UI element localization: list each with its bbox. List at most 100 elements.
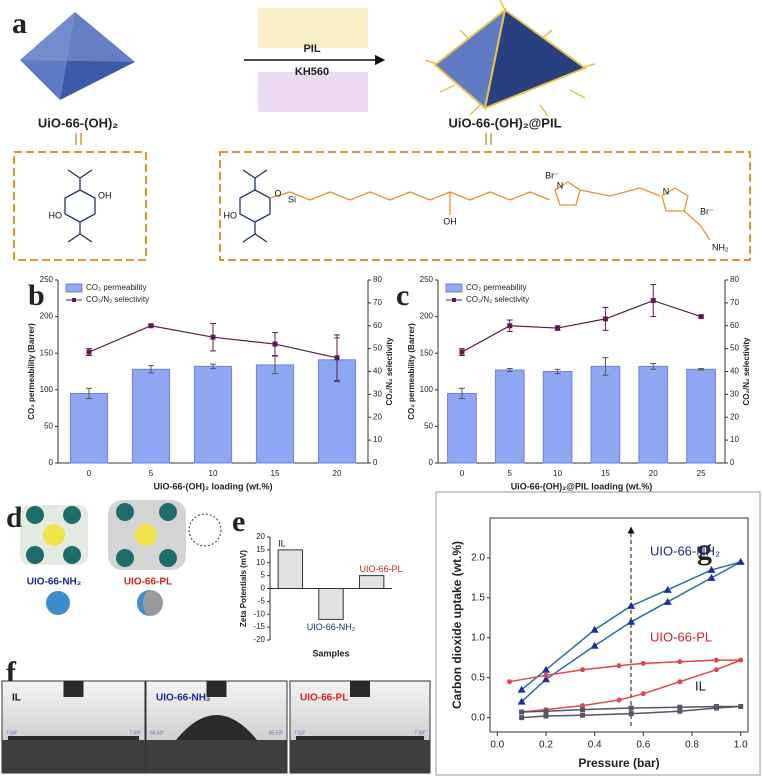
atom-label: Br⁻ <box>700 206 714 216</box>
y-tick-label: 0 <box>49 458 54 467</box>
marker <box>640 660 646 666</box>
marker <box>627 601 636 609</box>
marker <box>713 667 719 673</box>
reagent-box <box>258 8 368 48</box>
atom-label: Si <box>288 194 296 204</box>
y2-tick-label: 0 <box>730 458 735 467</box>
y2-tick-label: 70 <box>373 298 382 307</box>
marker <box>579 703 585 709</box>
x-tick-label: 0.6 <box>636 740 650 751</box>
y-tick-label: 0 <box>429 458 434 467</box>
bar <box>255 364 295 464</box>
marker <box>519 709 525 715</box>
needle <box>206 681 227 697</box>
panel-d: d UIO-66-NH₂ UIO-66-PL <box>6 500 222 616</box>
series-label: UIO-66-PL <box>650 629 712 644</box>
y-tick-label: -15 <box>253 622 265 631</box>
structure-box <box>219 151 751 261</box>
sphere-core <box>137 590 150 616</box>
y-tick-label: 20 <box>256 532 265 541</box>
y-tick-label: 200 <box>420 312 434 321</box>
y-axis-label: CO₂ permeability (Barrer) <box>407 323 416 420</box>
y-tick-label: 100 <box>40 385 54 394</box>
marker <box>334 355 340 361</box>
legend-label: CO₂/N₂ selectivity <box>86 295 149 304</box>
panel-f: f IL 7.59° 7.69° UIO-66-NH₂ 66.53° 66.53° UIO-… <box>1 656 431 774</box>
x-tick-label: 15 <box>601 469 610 478</box>
zoom-circle <box>188 513 222 547</box>
reagent: PIL <box>303 43 320 55</box>
y-tick-label: 150 <box>40 348 54 357</box>
x-tick-label: 0.2 <box>539 740 553 751</box>
marker <box>677 659 683 665</box>
marker <box>506 679 512 685</box>
category-label: UIO-66-NH₂ <box>307 622 356 632</box>
substrate <box>146 740 287 773</box>
contact-angle: 7.59° <box>414 730 426 736</box>
marker <box>627 617 636 625</box>
y2-tick-label: 60 <box>373 321 382 330</box>
y2-tick-label: 70 <box>730 298 739 307</box>
x-tick-label: 10 <box>209 469 218 478</box>
y-tick-label: -5 <box>258 596 266 605</box>
y-tick-label: 0 <box>261 584 266 593</box>
line <box>461 299 702 353</box>
material-name: UIO-66-PL <box>124 577 172 588</box>
marker <box>677 708 683 714</box>
bar <box>358 575 385 589</box>
y-tick-label: 50 <box>44 422 53 431</box>
marker <box>590 641 599 649</box>
series-label: UIO-66-NH₂ <box>650 543 720 558</box>
x-axis-label: UiO-66-(OH)₂ loading (wt.%) <box>154 481 273 491</box>
y-tick-label: 1.0 <box>471 632 485 643</box>
marker <box>459 349 465 355</box>
y-tick-label: 100 <box>420 385 434 394</box>
y-tick-label: 10 <box>256 558 265 567</box>
reagent: KH560 <box>295 66 329 78</box>
y-tick-label: -10 <box>253 609 265 618</box>
y2-tick-label: 40 <box>373 367 382 376</box>
atom-label: N <box>663 186 670 196</box>
structure-box <box>13 151 147 261</box>
marker <box>590 625 599 633</box>
marker <box>698 314 704 320</box>
marker <box>579 712 585 718</box>
bar <box>686 368 716 464</box>
marker <box>86 349 92 355</box>
atom-label: O <box>274 188 281 198</box>
material-name: UIO-66-NH₂ <box>27 577 81 588</box>
marker <box>677 704 683 710</box>
x-axis-label: Pressure (bar) <box>578 756 659 770</box>
y-axis-label: CO₂ permeability (Barrer) <box>27 323 36 420</box>
y-tick-label: 0.5 <box>471 672 485 683</box>
panel-label: a <box>12 7 27 40</box>
bar <box>542 371 573 464</box>
marker <box>663 597 672 605</box>
structure-chain <box>269 181 711 241</box>
y2-tick-label: 30 <box>373 389 382 398</box>
y-tick-label: 200 <box>40 312 54 321</box>
y2-axis-label: CO₂/N₂ selectivity <box>742 337 751 406</box>
marker <box>640 691 646 697</box>
material-name: UiO-66-(OH)₂ <box>38 115 118 130</box>
legend-label: CO₂/N₂ selectivity <box>466 295 529 304</box>
y-axis-label: Carbon dioxide uptake (wt.%) <box>450 541 464 709</box>
marker <box>507 323 513 329</box>
panel-label: f <box>6 656 17 689</box>
atom-label: OH <box>98 190 112 200</box>
x-tick-label: 0 <box>460 469 465 478</box>
marker <box>579 667 585 673</box>
sample-name: IL <box>12 693 21 704</box>
marker <box>517 697 526 705</box>
panel-border <box>435 491 761 776</box>
atom-label: N <box>557 180 564 190</box>
y2-axis-label: CO₂/N₂ selectivity <box>385 337 394 406</box>
y2-tick-label: 20 <box>730 412 739 421</box>
y2-tick-label: 50 <box>730 344 739 353</box>
marker <box>713 703 719 709</box>
x-tick-label: 0.4 <box>588 740 602 751</box>
y-tick-label: 1.5 <box>471 592 485 603</box>
pyramid <box>20 12 135 62</box>
panel-label: b <box>28 279 45 312</box>
